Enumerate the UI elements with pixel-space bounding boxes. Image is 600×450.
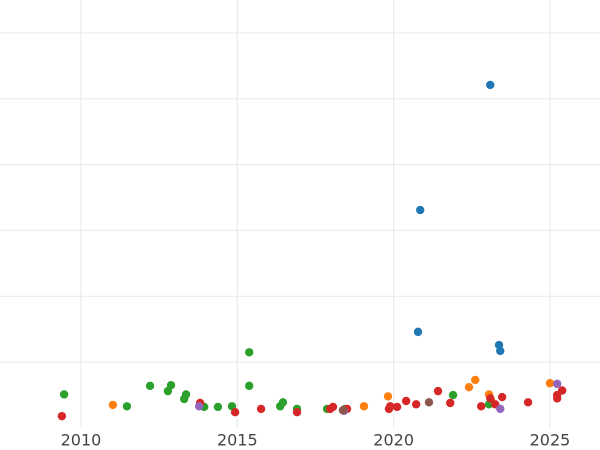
- point: [383, 392, 393, 401]
- point: [476, 402, 486, 411]
- point: [244, 381, 254, 391]
- point: [386, 402, 395, 411]
- x-tick-label: 2020: [373, 431, 414, 450]
- point: [213, 402, 223, 412]
- point: [57, 411, 67, 421]
- point: [433, 386, 443, 396]
- point: [464, 382, 474, 392]
- point: [416, 205, 425, 215]
- x-tick-label: 2015: [217, 431, 258, 450]
- point: [496, 346, 505, 356]
- point: [338, 406, 348, 415]
- point: [486, 80, 495, 90]
- point: [108, 400, 118, 410]
- point: [166, 381, 176, 390]
- x-tick-label: 2025: [530, 431, 571, 450]
- point: [471, 375, 480, 385]
- point: [552, 394, 562, 403]
- point: [145, 381, 155, 391]
- point: [292, 407, 302, 417]
- point: [392, 402, 402, 412]
- point: [448, 390, 458, 400]
- point: [496, 404, 505, 414]
- point: [557, 386, 567, 395]
- point: [359, 402, 369, 411]
- point: [545, 379, 555, 388]
- point: [401, 396, 411, 406]
- point: [194, 402, 204, 411]
- point: [523, 398, 533, 407]
- point: [424, 398, 434, 407]
- point: [244, 348, 254, 357]
- point: [179, 394, 189, 404]
- point: [497, 392, 507, 402]
- point: [122, 402, 132, 411]
- point: [256, 404, 266, 414]
- point: [411, 400, 421, 409]
- point: [59, 390, 69, 399]
- point: [278, 398, 288, 407]
- point: [230, 407, 240, 417]
- point: [446, 398, 455, 408]
- point: [328, 402, 338, 412]
- point: [552, 379, 562, 389]
- point: [413, 327, 423, 337]
- x-tick-label: 2010: [61, 431, 102, 450]
- point: [486, 394, 495, 403]
